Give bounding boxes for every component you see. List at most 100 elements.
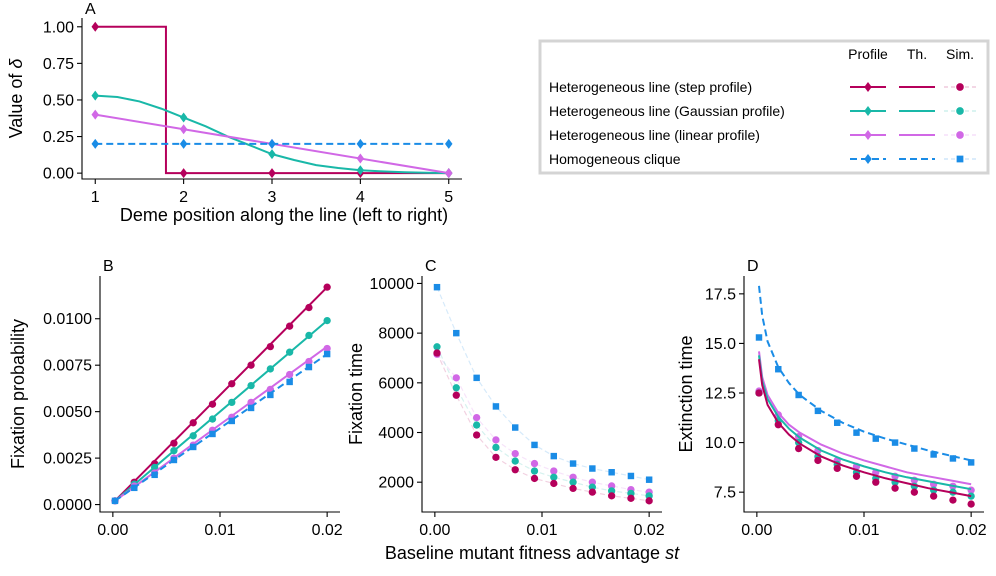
panel-a-profile-line xyxy=(95,25,449,175)
panel-b-sim-point xyxy=(208,400,217,408)
panel-b-sim-point xyxy=(305,331,313,340)
panel-d-theory-line xyxy=(758,351,972,486)
panel-a-profile-point xyxy=(91,138,100,149)
panel-d-series-3 xyxy=(755,359,975,508)
panel-d: D 0.00 0.01 0.02 7.5 10.0 12.5 15.0 17.5 Extincti… xyxy=(676,258,987,539)
legend-sim-marker xyxy=(956,107,964,115)
panel-a-xtick-label: 1 xyxy=(91,189,100,206)
panel-b-sim-point xyxy=(247,361,255,369)
panel-c-xtick-label: 0.01 xyxy=(526,522,557,539)
panel-c-sim-point xyxy=(569,484,577,493)
panel-b-sim-point xyxy=(228,398,236,407)
panel-a-profile-point xyxy=(444,138,453,149)
panel-c-ytick-label: 10000 xyxy=(370,276,415,293)
panel-d-sim-point xyxy=(755,334,763,341)
panel-b-sim-point xyxy=(150,463,159,472)
panel-a-xtick-label: 4 xyxy=(356,189,365,206)
panel-c-sim-point xyxy=(472,431,481,439)
panel-d-sim-point xyxy=(833,419,841,426)
panel-c-sim-point xyxy=(550,473,558,481)
panel-b-sim-point xyxy=(209,430,216,438)
panel-d-sim-point xyxy=(929,492,938,500)
panel-c-sim-point xyxy=(589,465,596,472)
panel-c-guide-line xyxy=(436,286,650,481)
panel-c-sim-point xyxy=(530,467,539,475)
panel-c-sim-point xyxy=(492,453,500,462)
panel-b-sim-point xyxy=(285,322,294,330)
panel-d-sim-point xyxy=(910,488,919,496)
panel-d-xtick-label: 0.01 xyxy=(848,522,879,539)
panel-b-axes xyxy=(99,276,340,513)
panel-b-theory-line xyxy=(114,319,328,502)
panel-d-ytick-label: 10.0 xyxy=(705,435,736,452)
panel-b-sim-point xyxy=(151,471,158,479)
panel-b-series-3 xyxy=(111,350,331,505)
panel-b-sim-point xyxy=(323,350,331,358)
panel-c-sim-point xyxy=(472,421,481,429)
panel-c-sim-point xyxy=(569,460,577,467)
legend-entry-label: Heterogeneous line (Gaussian profile) xyxy=(549,103,785,119)
panel-b-sim-point xyxy=(247,404,255,412)
panel-b-sim-point xyxy=(247,381,255,390)
panel-c-sim-point xyxy=(550,479,558,488)
panel-a-profile-point xyxy=(179,138,188,149)
panel-c-xtick-label: 0.00 xyxy=(419,522,450,539)
panel-c-sim-point xyxy=(530,459,539,468)
panel-c-sim-point xyxy=(645,497,653,505)
panel-b-sim-point xyxy=(131,484,138,492)
panel-c-sim-point xyxy=(453,329,460,337)
panel-d-series-0 xyxy=(755,285,975,466)
panel-c-sim-point xyxy=(472,413,481,422)
legend-header: Sim. xyxy=(946,46,974,62)
panel-c-sim-point xyxy=(627,472,635,480)
panel-c-sim-point xyxy=(433,349,441,357)
legend-profile-marker xyxy=(864,106,872,116)
panel-c-sim-point xyxy=(511,457,519,465)
panel-d-sim-point xyxy=(872,435,880,442)
panel-d-ytick-label: 12.5 xyxy=(705,386,736,403)
legend-entry: Heterogeneous line (Gaussian profile) xyxy=(549,103,976,119)
panel-c-axes xyxy=(421,276,662,513)
panel-c-ytick-label: 8000 xyxy=(378,326,414,343)
panel-c-sim-point xyxy=(607,492,616,500)
panel-c-sim-point xyxy=(511,466,519,474)
panel-b-sim-point xyxy=(305,357,313,366)
panel-d-xtick-label: 0.02 xyxy=(956,522,987,539)
panel-a-profile-point xyxy=(268,168,276,179)
legend-profile-marker xyxy=(864,130,872,140)
panel-d-letter: D xyxy=(747,258,759,275)
panel-c-sim-point xyxy=(492,436,500,444)
panel-c-sim-point xyxy=(550,467,558,475)
panel-b-sim-point xyxy=(170,456,178,464)
panel-c-sim-point xyxy=(530,474,539,483)
panel-a: A 1 2 3 4 5 0.00 0.25 0.50 0.75 1.00 Value of δ Deme… xyxy=(6,1,462,225)
panel-d-xtick-label: 0.00 xyxy=(741,522,772,539)
panel-d-sim-point xyxy=(872,478,880,486)
panel-d-y-axis-label: Extinction time xyxy=(676,335,696,452)
panel-a-profile-point xyxy=(356,165,365,176)
panel-a-profile-point xyxy=(268,149,276,160)
legend-profile-marker xyxy=(864,154,872,164)
panel-c-sim-point xyxy=(452,384,460,392)
panel-d-theory-line xyxy=(758,355,972,491)
panel-b-sim-point xyxy=(323,283,331,291)
legend-entry-label: Heterogeneous line (linear profile) xyxy=(549,127,760,143)
panel-c-sim-point xyxy=(511,424,519,431)
panel-c-sim-point xyxy=(511,449,519,458)
panel-b-sim-point xyxy=(208,415,217,423)
panel-b-sim-point xyxy=(189,432,197,440)
panel-c-ytick-label: 4000 xyxy=(378,425,414,442)
panel-c-xtick-label: 0.02 xyxy=(634,522,665,539)
panel-c-series-3 xyxy=(433,349,653,505)
panel-a-xtick-label: 2 xyxy=(179,189,188,206)
panel-c-guide-line xyxy=(436,353,650,493)
panel-c-sim-point xyxy=(550,452,558,460)
panel-b-ytick-label: 0.0050 xyxy=(43,404,92,421)
panel-c-guide-line xyxy=(436,346,650,497)
panel-c-sim-point xyxy=(473,374,480,382)
panel-b-sim-point xyxy=(170,439,178,447)
panel-c-ytick-label: 2000 xyxy=(378,475,414,492)
panel-d-ytick-label: 7.5 xyxy=(714,485,736,502)
panel-a-axes xyxy=(81,18,462,180)
panel-a-ytick-label: 0.50 xyxy=(43,92,74,109)
